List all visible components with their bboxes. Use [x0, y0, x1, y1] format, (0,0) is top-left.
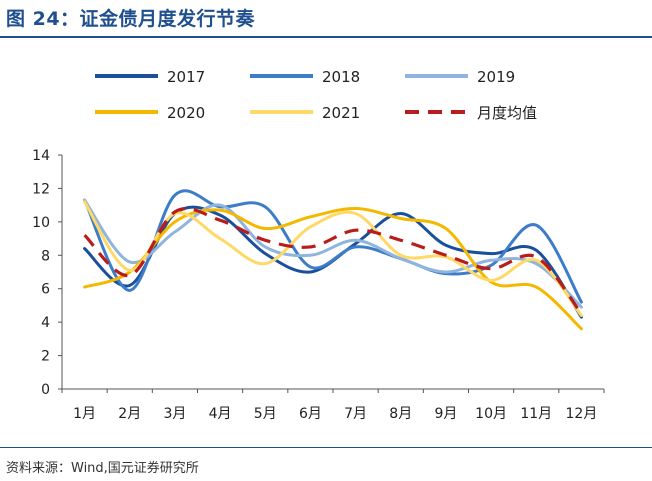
y-tick-label: 4 — [41, 315, 50, 331]
x-tick-label: 3月 — [163, 406, 186, 422]
y-tick-label: 8 — [41, 248, 50, 264]
legend-item: 2020 — [95, 104, 205, 122]
y-tick-label: 10 — [32, 215, 50, 231]
chart-figure-title: 图 24：证金债月度发行节奏 — [6, 8, 256, 30]
x-tick-label: 1月 — [73, 406, 96, 422]
y-tick-label: 12 — [32, 181, 50, 197]
legend-item: 2018 — [250, 68, 360, 86]
legend-label: 2018 — [322, 68, 360, 86]
series-line-2 — [83, 198, 583, 309]
source-note: 资料来源：Wind,国元证券研究所 — [6, 461, 199, 476]
legend-label: 2021 — [322, 104, 360, 122]
legend-item: 2019 — [405, 68, 515, 86]
title-divider — [0, 36, 652, 38]
series-line-4 — [83, 200, 583, 317]
y-tick-label: 0 — [41, 382, 50, 398]
x-tick-label: 12月 — [566, 406, 598, 422]
legend-label: 2020 — [167, 104, 205, 122]
legend-label: 月度均值 — [477, 104, 537, 122]
footer-divider — [0, 447, 652, 448]
x-tick-label: 10月 — [475, 406, 507, 422]
series-line-5 — [83, 206, 583, 315]
chart-canvas: 2017 2018 2019 2020 2021 月度均值 0 2 4 6 8 10 12 14 1月 2月… — [32, 68, 605, 422]
y-tick-label: 2 — [41, 349, 50, 365]
x-tick-label: 6月 — [299, 406, 322, 422]
chart-legend: 2017 2018 2019 2020 2021 月度均值 — [95, 68, 537, 122]
chart-axes: 0 2 4 6 8 10 12 14 1月 2月 3月 4月 5月 6月 7月 8月 9月 10月 11月 12月 — [32, 148, 605, 422]
y-tick-label: 6 — [41, 282, 50, 298]
legend-label: 2017 — [167, 68, 205, 86]
legend-item: 2021 — [250, 104, 360, 122]
legend-item: 2017 — [95, 68, 205, 86]
chart-series-group — [83, 189, 583, 331]
y-tick-label: 14 — [32, 148, 50, 164]
series-line-3 — [83, 206, 583, 331]
x-tick-label: 7月 — [344, 406, 367, 422]
legend-item: 月度均值 — [405, 104, 537, 122]
x-tick-label: 5月 — [254, 406, 277, 422]
legend-label: 2019 — [477, 68, 515, 86]
x-tick-label: 8月 — [389, 406, 412, 422]
x-tick-label: 2月 — [118, 406, 141, 422]
x-tick-label: 11月 — [520, 406, 552, 422]
x-tick-label: 9月 — [434, 406, 457, 422]
x-tick-label: 4月 — [209, 406, 232, 422]
